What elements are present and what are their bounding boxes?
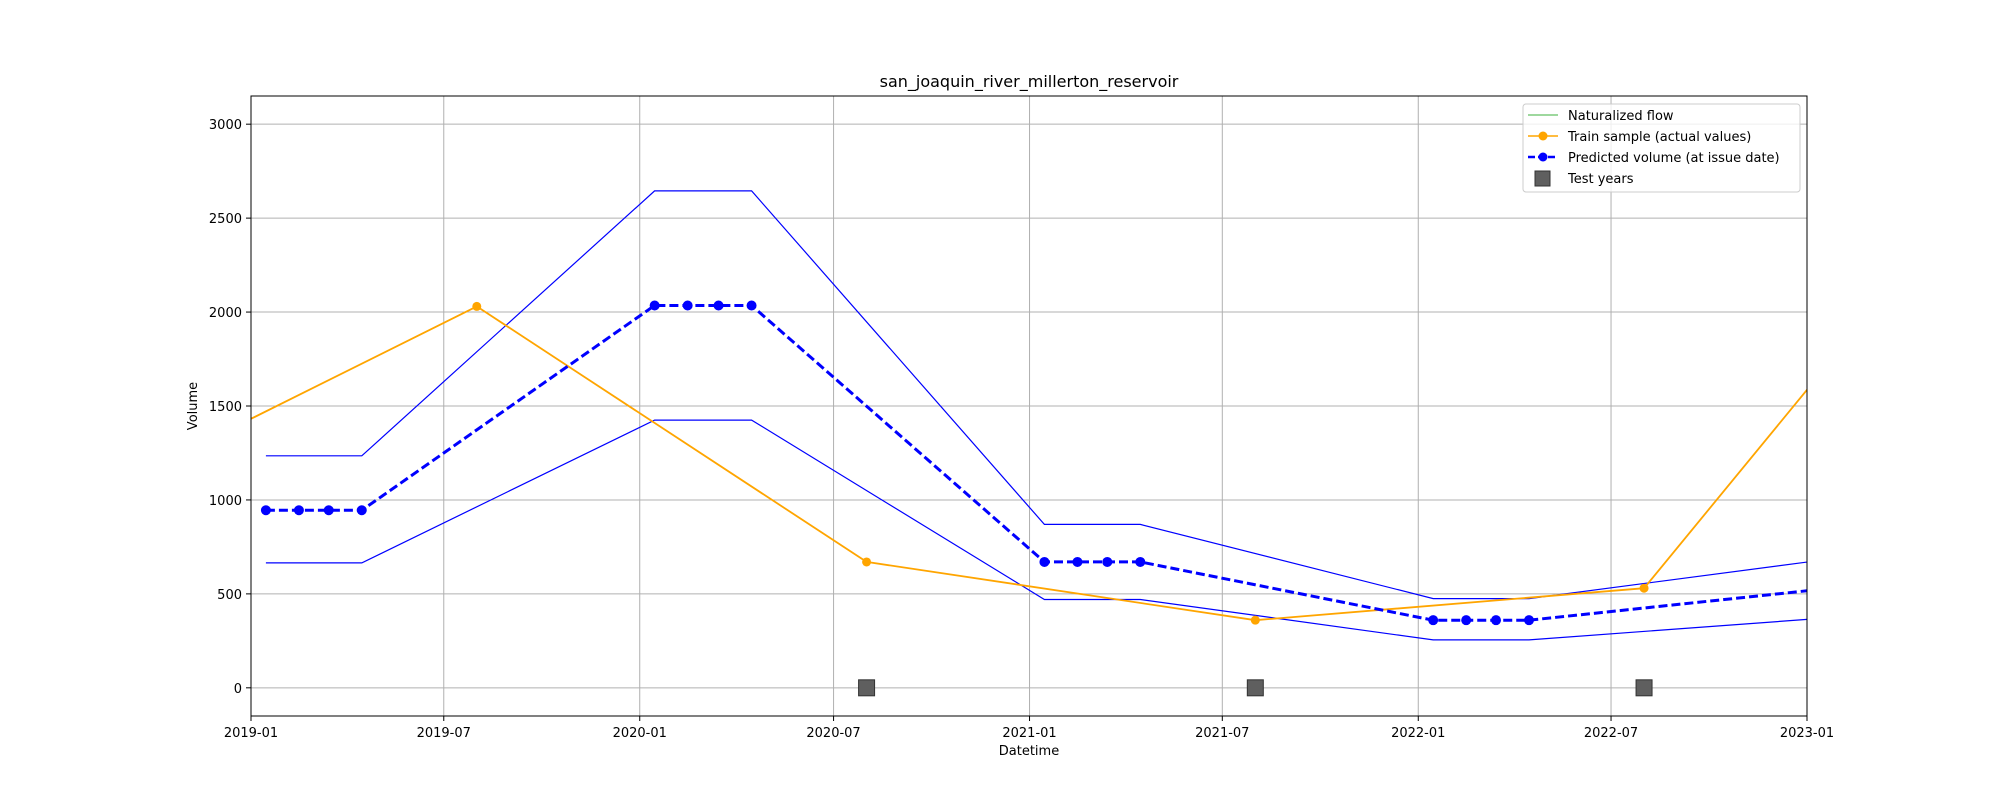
predicted-point xyxy=(260,505,271,516)
x-tick-label: 2019-07 xyxy=(417,726,471,741)
x-tick-label: 2022-07 xyxy=(1584,726,1638,741)
x-tick-label: 2019-01 xyxy=(224,726,278,741)
upper-bound-line xyxy=(265,190,1807,600)
predicted-point xyxy=(713,300,724,311)
x-tick-label: 2022-01 xyxy=(1391,726,1445,741)
train-line xyxy=(251,305,1807,622)
predicted-point xyxy=(1039,556,1050,567)
train-point xyxy=(1250,615,1260,625)
predicted-line xyxy=(265,304,1807,622)
train-point xyxy=(862,557,872,567)
test-year-marker xyxy=(858,679,876,697)
legend-test-label: Test years xyxy=(1567,172,1634,187)
y-tick-label: 2500 xyxy=(209,212,242,227)
x-tick-label: 2021-07 xyxy=(1195,726,1249,741)
x-axis-label: Datetime xyxy=(999,744,1059,759)
legend-box xyxy=(1522,103,1801,193)
legend: Naturalized flow Train sample (actual va… xyxy=(1522,103,1801,193)
predicted-point xyxy=(356,505,367,516)
predicted-point xyxy=(1428,615,1439,626)
chart-title: san_joaquin_river_millerton_reservoir xyxy=(880,72,1179,92)
predicted-point xyxy=(1524,615,1535,626)
legend-naturalized-label: Naturalized flow xyxy=(1568,109,1674,124)
train-point xyxy=(1639,583,1649,593)
predicted-point xyxy=(323,505,334,516)
train-point xyxy=(472,301,482,311)
legend-train-marker xyxy=(1538,131,1548,141)
legend-predicted-marker xyxy=(1538,152,1548,162)
y-tick-label: 1500 xyxy=(209,400,242,415)
y-tick-label: 500 xyxy=(217,588,242,603)
predicted-point xyxy=(649,300,660,311)
predicted-point xyxy=(746,300,757,311)
legend-test-swatch xyxy=(1534,170,1551,187)
legend-predicted-label: Predicted volume (at issue date) xyxy=(1568,151,1780,166)
predicted-point xyxy=(1461,615,1472,626)
y-tick-label: 2000 xyxy=(209,306,242,321)
predicted-point xyxy=(1491,615,1502,626)
x-tick-label: 2021-01 xyxy=(1002,726,1056,741)
x-tick-label: 2023-01 xyxy=(1780,726,1834,741)
x-tick-label: 2020-07 xyxy=(806,726,860,741)
y-tick-label: 1000 xyxy=(209,494,242,509)
series-layer xyxy=(251,190,1807,697)
predicted-point xyxy=(1072,556,1083,567)
predicted-point xyxy=(1102,556,1113,567)
test-year-marker xyxy=(1246,679,1264,697)
x-tick-label: 2020-01 xyxy=(613,726,667,741)
lower-bound-line xyxy=(265,419,1807,641)
axes: 2019-01 2019-07 2020-01 2020-07 2021-01 2021-… xyxy=(209,118,1834,741)
legend-train-label: Train sample (actual values) xyxy=(1567,130,1751,145)
y-tick-label: 3000 xyxy=(209,118,242,133)
y-tick-label: 0 xyxy=(234,682,242,697)
y-axis-label: Volume xyxy=(186,382,201,430)
predicted-point xyxy=(293,505,304,516)
test-year-marker xyxy=(1635,679,1653,697)
grid xyxy=(250,96,1808,716)
predicted-point xyxy=(1135,556,1146,567)
predicted-point xyxy=(682,300,693,311)
